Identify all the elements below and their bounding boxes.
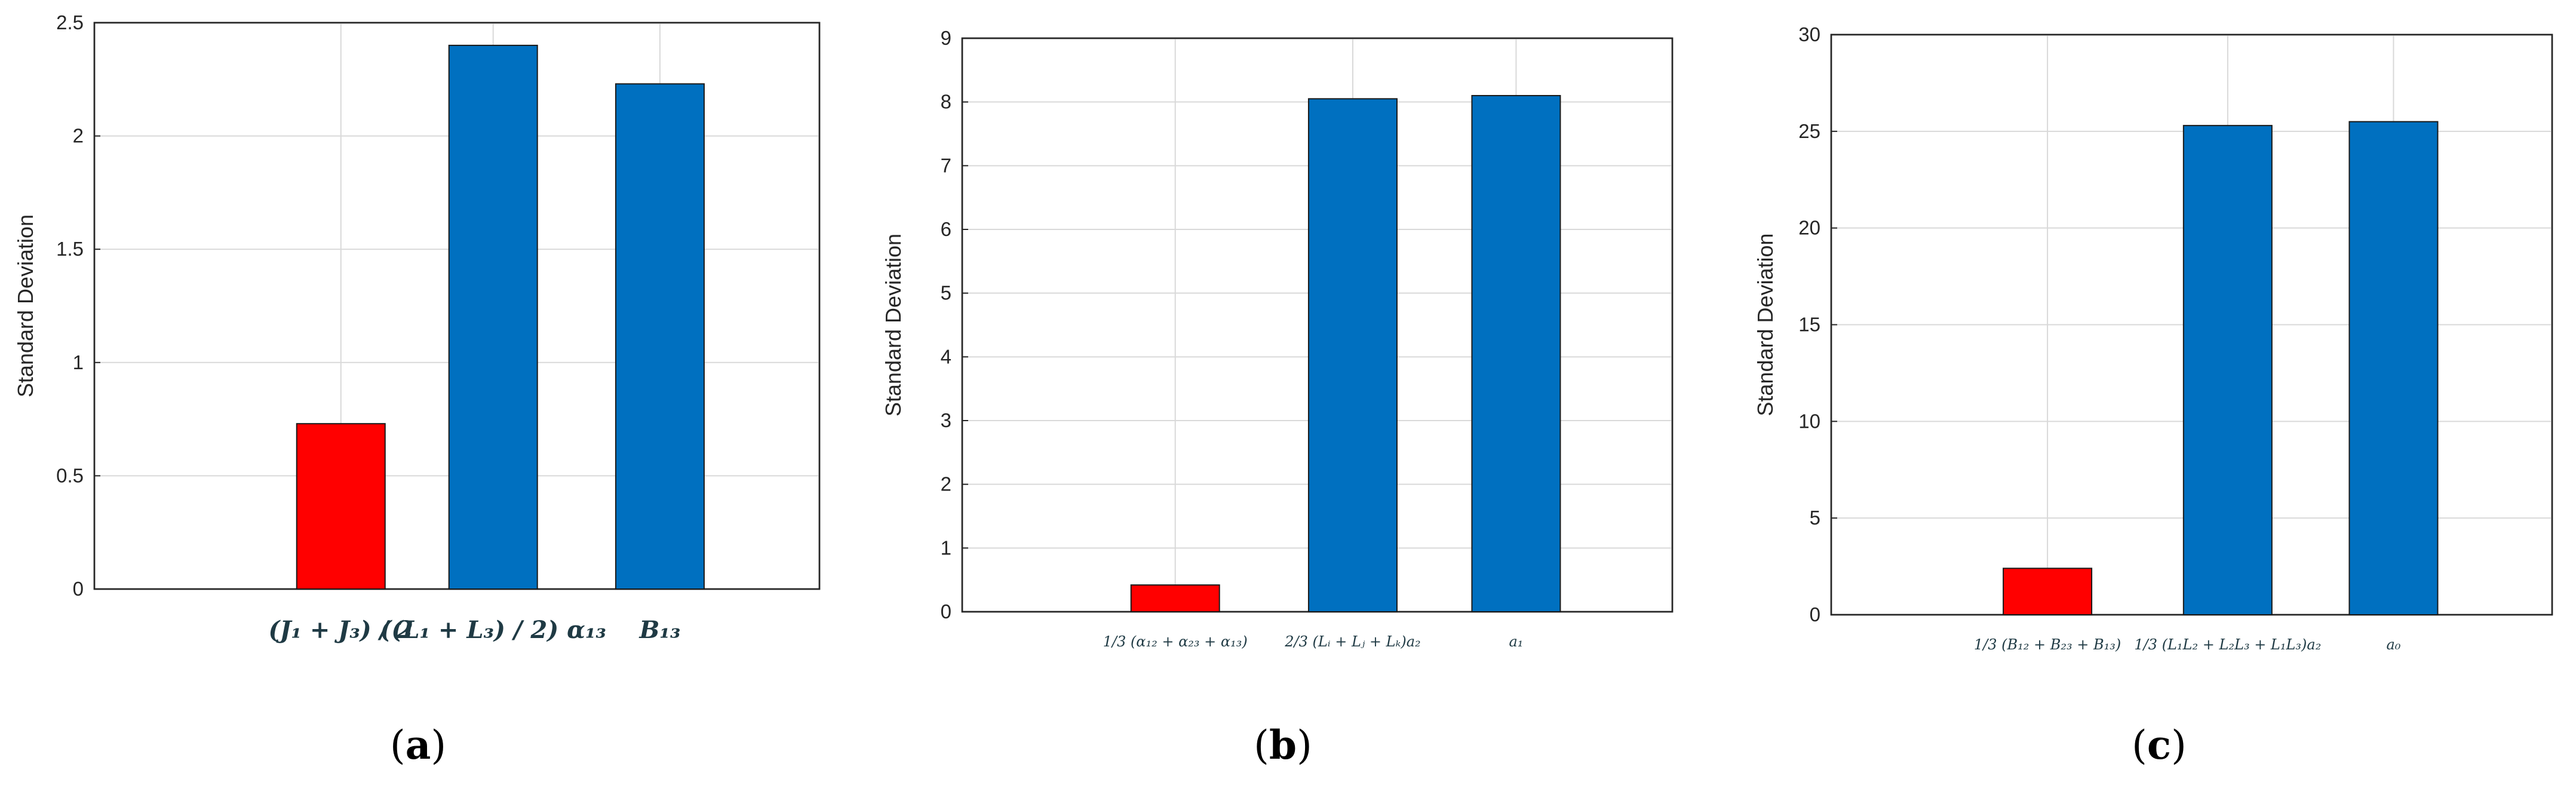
x-category-label-3: a₀ [2386, 636, 2400, 653]
y-tick-label: 30 [1798, 23, 1820, 45]
x-category-label-1: 1/3 (B₁₂ + B₂₃ + B₁₃) [1974, 636, 2121, 653]
bar-2 [448, 44, 538, 590]
y-tick-label: 20 [1798, 217, 1820, 239]
y-tick-label: 10 [1798, 410, 1820, 432]
panel-label: (c) [2132, 722, 2187, 768]
y-tick-label: 9 [941, 27, 951, 49]
y-tick-label: 15 [1798, 314, 1820, 336]
y-tick-label: 3 [941, 409, 951, 431]
panel-label: (b) [1254, 722, 1312, 768]
y-tick-label: 6 [941, 218, 951, 240]
y-tick-label: 0 [73, 578, 84, 600]
y-axis-label: Standard Deviation [1753, 233, 1777, 416]
y-tick-label: 7 [941, 154, 951, 176]
x-category-label-2: 2/3 (Lᵢ + Lⱼ + Lₖ)a₂ [1284, 633, 1420, 650]
x-category-label-1: 1/3 (α₁₂ + α₂₃ + α₁₃) [1103, 633, 1248, 650]
x-category-label-2: ((L₁ + L₃) / 2) α₁₃ [380, 616, 606, 644]
x-category-label-3: B₁₃ [638, 616, 680, 644]
chart-panel-1: 0 0.5 1 1.5 2 2.5 Standard Deviation (J₁ + J₃) … [13, 11, 821, 768]
bar-3 [2348, 121, 2439, 615]
y-tick-label: 8 [941, 91, 951, 113]
y-tick-label: 0 [1810, 603, 1820, 625]
chart-panel-2: 0 1 2 3 4 5 6 7 8 9 Standard Deviation 1/3 (α₁₂ + α… [881, 27, 1674, 768]
y-tick-label: 2.5 [56, 11, 84, 33]
y-tick-label: 1.5 [56, 238, 84, 260]
x-category-label-3: a₁ [1509, 633, 1523, 650]
bar-3 [1471, 95, 1561, 612]
x-category-label-1: (J₁ + J₃) / 2 [269, 616, 413, 644]
x-category-label-2: 1/3 (L₁L₂ + L₂L₃ + L₁L₃)a₂ [2134, 636, 2321, 653]
bar-3 [615, 83, 705, 590]
y-tick-label: 2 [941, 473, 951, 495]
y-tick-label: 0.5 [56, 464, 84, 486]
panel-label: (a) [390, 722, 446, 768]
y-tick-label: 4 [941, 345, 951, 367]
y-tick-label: 25 [1798, 120, 1820, 142]
bar-2 [2182, 125, 2273, 615]
y-axis-label: Standard Deviation [881, 234, 905, 416]
chart-panel-3: 0 5 10 15 20 25 30 Standard Deviation 1/3 (B₁₂ +… [1753, 23, 2553, 768]
y-axis-label: Standard Deviation [13, 214, 38, 397]
bar-1 [2003, 568, 2093, 616]
y-tick-label: 1 [941, 536, 951, 559]
bar-1 [296, 423, 386, 590]
y-tick-label: 0 [941, 600, 951, 623]
y-tick-label: 5 [1810, 507, 1820, 529]
y-tick-label: 1 [73, 351, 84, 373]
bar-1 [1130, 584, 1220, 613]
y-tick-label: 2 [73, 125, 84, 147]
y-tick-label: 5 [941, 282, 951, 304]
bar-2 [1307, 98, 1398, 613]
